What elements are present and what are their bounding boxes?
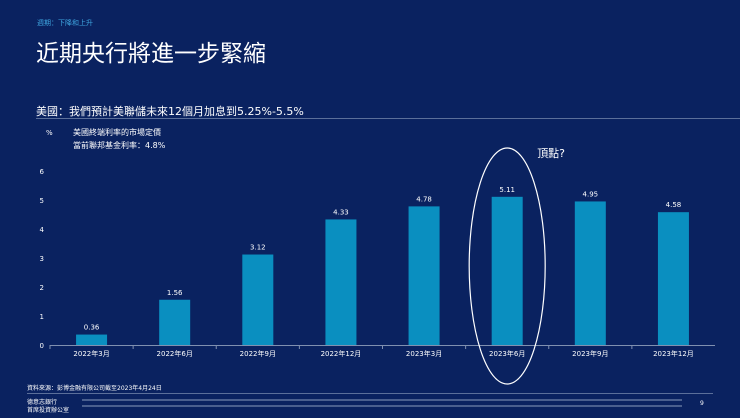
bar (325, 219, 357, 345)
x-tick-label: 2022年9月 (240, 349, 276, 358)
data-label: 0.36 (84, 324, 100, 332)
y-tick-label: 3 (40, 255, 44, 263)
data-label: 4.95 (583, 190, 599, 198)
bar (574, 201, 606, 345)
y-tick-label: 6 (40, 168, 45, 176)
data-label: 4.78 (416, 195, 432, 203)
x-tick-label: 2022年12月 (321, 349, 362, 358)
data-label: 4.58 (666, 201, 682, 209)
y-tick-label: 4 (40, 226, 45, 234)
data-label: 4.33 (333, 208, 349, 216)
data-label: 5.11 (499, 186, 515, 194)
x-tick-label: 2023年9月 (572, 349, 608, 358)
bank-name: 德意志銀行 (27, 399, 58, 406)
page-number: 9 (700, 400, 704, 407)
legend-line-2: 當前聯邦基金利率：4.8% (73, 141, 166, 150)
bar (491, 196, 523, 345)
x-tick-label: 2023年6月 (489, 349, 525, 358)
x-tick-label: 2023年3月 (406, 349, 442, 358)
subtitle: 美國：我們預計美聯儲未來12個月加息到5.25%-5.5% (36, 105, 304, 118)
x-tick-label: 2022年3月 (73, 349, 109, 358)
data-label: 3.12 (250, 244, 266, 252)
disclaimer-line (82, 399, 682, 401)
source-note: 資料來源：彭博金融有限公司截至2023年4月24日 (27, 385, 162, 392)
x-tick-label: 2022年6月 (157, 349, 193, 358)
highlight-ellipse (468, 147, 546, 385)
y-axis-unit: % (46, 129, 53, 137)
annotation: 頂點? (537, 147, 565, 160)
breadcrumb: 週期：下降和上升 (37, 19, 93, 27)
divider (36, 118, 740, 119)
divider (27, 393, 713, 394)
y-tick-label: 0 (40, 342, 44, 350)
page-title: 近期央行將進一步緊縮 (36, 41, 266, 67)
bar (657, 212, 689, 345)
y-tick-label: 1 (40, 313, 44, 321)
x-tick-label: 2023年12月 (653, 349, 694, 358)
data-label: 1.56 (167, 289, 183, 297)
office-name: 首席投資辦公室 (27, 407, 70, 414)
bar (242, 254, 274, 345)
y-tick-label: 2 (40, 284, 44, 292)
bar (76, 334, 108, 345)
bar (159, 299, 191, 345)
disclaimer-line (82, 405, 682, 407)
y-tick-label: 5 (40, 197, 44, 205)
legend-line-1: 美國終端利率的市場定價 (73, 128, 161, 137)
bar (408, 206, 440, 345)
